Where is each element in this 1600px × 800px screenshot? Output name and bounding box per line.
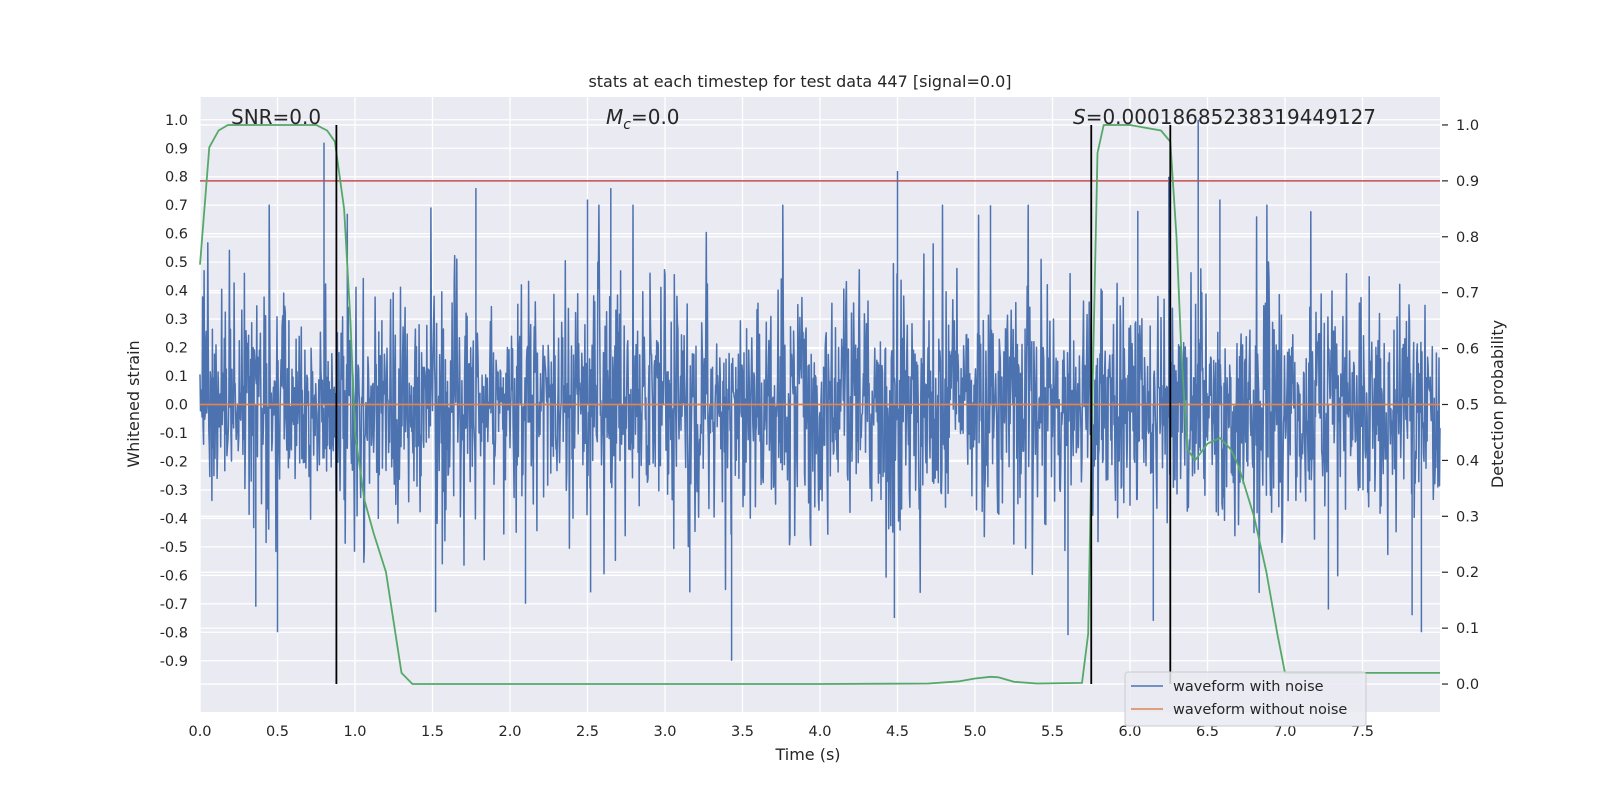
x-tick-label: 6.5	[1196, 724, 1219, 740]
x-tick-label: 5.0	[963, 724, 986, 740]
x-tick-label: 4.0	[808, 724, 831, 740]
y2-tick-label: 0.1	[1456, 621, 1479, 637]
s-annotation: S=0.00018685238319449127	[1073, 105, 1376, 129]
detection-probability-line	[199, 124, 1440, 685]
y-tick-label: 0.0	[165, 398, 188, 414]
y-tick-label: -0.2	[160, 454, 188, 470]
x-tick-label: 7.5	[1351, 724, 1374, 740]
x-tick-label: 1.5	[421, 724, 444, 740]
y-tick-label: -0.7	[160, 597, 188, 613]
snr-annotation: SNR=0.0	[231, 105, 321, 129]
y2-axis-label: Detection probability	[1488, 320, 1507, 488]
y-tick-label: -0.1	[160, 426, 188, 442]
y-tick-label: 0.9	[165, 141, 188, 157]
x-tick-label: 0.0	[188, 724, 211, 740]
series-layer	[199, 124, 1440, 685]
y-tick-label: 0.7	[165, 198, 188, 214]
y-tick-label: -0.4	[160, 511, 188, 527]
y2-tick-label: 0.6	[1456, 342, 1479, 358]
y2-tick-label: 0.2	[1456, 565, 1479, 581]
mc-value: =0.0	[631, 105, 680, 129]
y2-tick-label: 0.4	[1456, 453, 1479, 469]
y2-tick-label: 0.8	[1456, 230, 1479, 246]
axes: 0.0 0.5 1.0 1.5 2.0 2.5 3.0 3.5 4.0 4.5 5.0 5.5 6.0 6…	[160, 113, 1479, 740]
chart-title: stats at each timestep for test data 447…	[588, 72, 1011, 91]
y-tick-label: -0.9	[160, 654, 188, 670]
y-axis-label: Whitened strain	[124, 340, 143, 467]
legend-box	[1124, 671, 1367, 727]
y2-tick-label: 0.3	[1456, 509, 1479, 525]
x-tick-label: 3.5	[731, 724, 754, 740]
waveform-with-noise-series	[199, 119, 1441, 661]
s-value: =0.00018685238319449127	[1086, 105, 1376, 129]
y-tick-label: -0.5	[160, 540, 188, 556]
y2-tick-label: 0.0	[1456, 677, 1479, 693]
x-tick-label: 2.0	[498, 724, 521, 740]
x-tick-label: 6.0	[1118, 724, 1141, 740]
x-tick-label: 1.0	[343, 724, 366, 740]
y-tick-label: 0.5	[165, 255, 188, 271]
y2-tick-label: 0.7	[1456, 286, 1479, 302]
legend: waveform with noise waveform without noi…	[1124, 671, 1367, 727]
x-tick-label: 7.0	[1273, 724, 1296, 740]
y-tick-label: 0.3	[165, 312, 188, 328]
y2-tick-label: 0.5	[1456, 398, 1479, 414]
mc-subscript: c	[623, 117, 631, 133]
legend-noise-label: waveform with noise	[1173, 679, 1324, 695]
y-tick-label: 1.0	[165, 113, 188, 129]
x-tick-label: 3.0	[653, 724, 676, 740]
y-tick-label: 0.6	[165, 227, 188, 243]
y2-tick-label: 1.0	[1456, 118, 1479, 134]
y-tick-label: -0.6	[160, 568, 188, 584]
waveform-with-noise-line	[199, 119, 1441, 661]
x-tick-label: 2.5	[576, 724, 599, 740]
x-axis-label: Time (s)	[774, 745, 840, 764]
mc-symbol: M	[606, 105, 623, 129]
y-tick-label: -0.3	[160, 483, 188, 499]
s-symbol: S	[1073, 105, 1086, 129]
y-tick-label: 0.2	[165, 341, 188, 357]
chirp-mass-annotation: Mc=0.0	[606, 105, 680, 133]
y-tick-label: -0.8	[160, 625, 188, 641]
x-tick-label: 0.5	[266, 724, 289, 740]
y-tick-label: 0.4	[165, 284, 188, 300]
y-tick-label: 0.1	[165, 369, 188, 385]
x-tick-label: 4.5	[886, 724, 909, 740]
y2-tick-label: 0.9	[1456, 174, 1479, 190]
x-tick-label: 5.5	[1041, 724, 1064, 740]
y-tick-label: 0.8	[165, 170, 188, 186]
legend-clean-label: waveform without noise	[1173, 702, 1347, 718]
